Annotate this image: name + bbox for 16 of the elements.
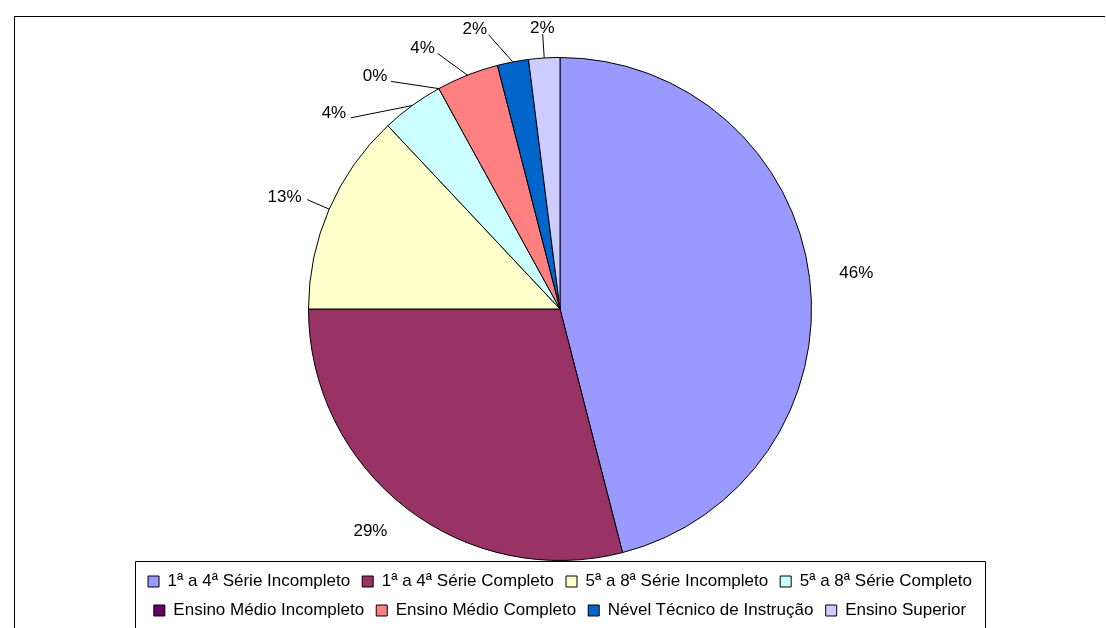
legend-label: 5ª a 8ª Série Completo — [799, 571, 972, 591]
data-label: 2% — [462, 18, 488, 38]
legend-label: Ensino Médio Incompleto — [173, 600, 365, 620]
text: 0% — [362, 66, 388, 86]
legend-label: 1ª a 4ª Série Completo — [381, 571, 555, 591]
data-label: 2% — [530, 17, 555, 37]
data-label: 46% — [839, 263, 874, 283]
data-label: 4% — [410, 37, 435, 57]
data-label: 4% — [321, 103, 347, 123]
legend-label: 1ª a 4ª Série Incompleto — [167, 571, 351, 591]
legend-label: Ensino Superior — [845, 600, 967, 620]
legend-label: 5ª a 8ª Série Incompleto — [585, 571, 769, 591]
legend-label: Ensino Médio Completo — [395, 600, 577, 620]
legend-label: Nével Técnico de Instrução — [607, 600, 814, 620]
data-label: 13% — [267, 186, 302, 206]
data-label: 29% — [353, 521, 388, 541]
